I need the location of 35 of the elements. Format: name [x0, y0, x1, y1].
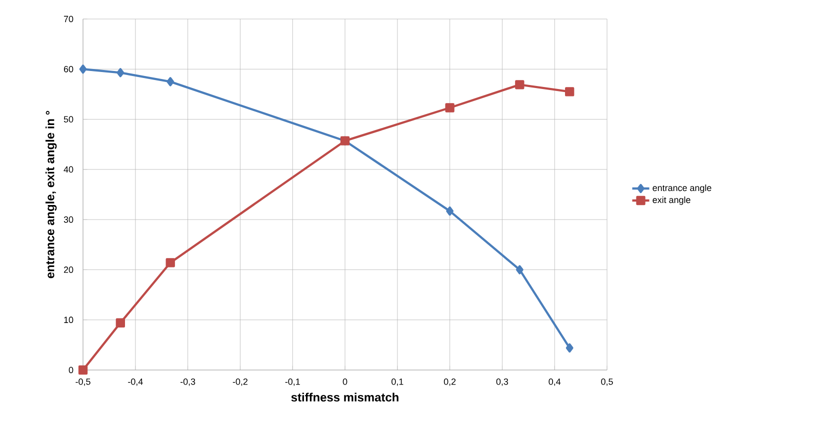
- x-tick-label: 0,4: [548, 378, 561, 386]
- y-tick-label: 20: [64, 266, 74, 273]
- x-axis-title: stiffness mismatch: [291, 392, 398, 402]
- x-tick-label: -0,1: [285, 378, 300, 386]
- y-tick-label: 40: [64, 166, 74, 173]
- point: [116, 318, 125, 328]
- point: [566, 343, 574, 353]
- point: [565, 87, 574, 96]
- y-axis-title: entrance angle, exit angle in °: [46, 110, 57, 278]
- x-tick-label: 0,5: [601, 378, 613, 386]
- x-tick-label: -0,2: [232, 378, 248, 386]
- point: [516, 265, 524, 274]
- x-tick-label: 0,3: [496, 378, 508, 386]
- y-tick-label: 60: [64, 66, 74, 72]
- x-tick-label: -0,3: [180, 378, 196, 386]
- y-tick-label: 70: [64, 16, 74, 22]
- y-tick-label: 30: [64, 216, 74, 223]
- y-tick-label: 10: [64, 316, 74, 324]
- point: [445, 103, 454, 112]
- point: [166, 258, 175, 268]
- legend-label: exit angle: [652, 196, 690, 205]
- x-tick-label: 0: [342, 378, 348, 385]
- point: [515, 80, 524, 90]
- y-tick-label: 50: [64, 116, 74, 122]
- point: [78, 365, 88, 375]
- y-tick-label: 0: [68, 366, 74, 374]
- point: [116, 68, 124, 78]
- x-tick-label: 0,1: [392, 378, 404, 386]
- legend-label: entrance angle: [652, 184, 712, 193]
- x-tick-label: -0,4: [128, 378, 143, 386]
- x-tick-label: -0,5: [76, 378, 90, 386]
- point: [166, 77, 174, 86]
- point: [79, 64, 87, 74]
- point: [446, 206, 454, 216]
- x-tick-label: 0,2: [444, 378, 456, 386]
